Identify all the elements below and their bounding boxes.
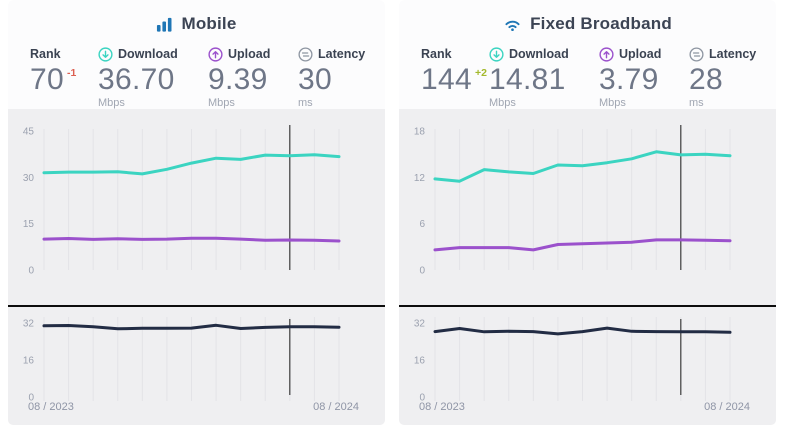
latency-unit: ms <box>298 96 313 109</box>
fixed-speed-history-chart[interactable]: 18 12 6 0 <box>399 109 776 305</box>
download-stat: Download 36.70 Mbps <box>98 46 208 109</box>
upload-stat: Upload 3.79 Mbps <box>599 46 689 109</box>
latency-stat: Latency 28 ms <box>689 46 776 109</box>
speedtest-results-page: Mobile Rank 70 -1 Download <box>8 0 776 425</box>
mobile-speed-history-chart[interactable]: 45 30 15 0 <box>8 109 385 305</box>
svg-text:0: 0 <box>419 392 425 403</box>
latency-value: 30 <box>298 63 332 96</box>
download-icon <box>489 46 504 62</box>
svg-text:08 / 2024: 08 / 2024 <box>704 401 750 413</box>
fixed-chart-area: 18 12 6 0 32 16 0 08 / 2023 08 / 2024 <box>399 109 776 425</box>
svg-text:16: 16 <box>23 355 35 366</box>
upload-label: Upload <box>228 47 271 61</box>
download-value: 14.81 <box>489 63 566 96</box>
rank-value: 144 <box>421 63 472 96</box>
panel-title: Mobile <box>181 14 237 33</box>
chart-separator <box>399 305 776 307</box>
upload-label: Upload <box>619 47 662 61</box>
svg-text:32: 32 <box>23 318 35 329</box>
rank-value: 70 <box>30 63 64 96</box>
svg-text:0: 0 <box>28 266 34 277</box>
svg-text:0: 0 <box>419 266 425 277</box>
svg-text:08 / 2024: 08 / 2024 <box>313 401 359 413</box>
download-label: Download <box>118 47 178 61</box>
fixed-latency-history-chart[interactable]: 32 16 008 / 2023 08 / 2024 <box>399 307 776 425</box>
svg-text:08 / 2023: 08 / 2023 <box>419 401 465 413</box>
svg-text:32: 32 <box>414 318 426 329</box>
rank-label: Rank <box>30 47 61 61</box>
svg-text:6: 6 <box>419 219 425 230</box>
mobile-panel-header: Mobile Rank 70 -1 Download <box>8 0 385 109</box>
upload-unit: Mbps <box>599 96 626 109</box>
latency-label: Latency <box>318 47 366 61</box>
latency-label: Latency <box>709 47 757 61</box>
upload-icon <box>599 46 614 62</box>
latency-stat: Latency 30 ms <box>298 46 385 109</box>
svg-text:18: 18 <box>414 127 426 138</box>
latency-icon <box>298 46 313 62</box>
rank-stat: Rank 70 -1 <box>30 46 98 109</box>
svg-text:12: 12 <box>414 173 426 184</box>
mobile-panel: Mobile Rank 70 -1 Download <box>8 0 385 425</box>
upload-value: 9.39 <box>208 63 268 96</box>
rank-label: Rank <box>421 47 452 61</box>
latency-value: 28 <box>689 63 723 96</box>
download-icon <box>98 46 113 62</box>
download-value: 36.70 <box>98 63 175 96</box>
mobile-latency-history-chart[interactable]: 32 16 008 / 2023 08 / 2024 <box>8 307 385 425</box>
download-label: Download <box>509 47 569 61</box>
svg-text:08 / 2023: 08 / 2023 <box>28 401 74 413</box>
svg-text:15: 15 <box>23 219 35 230</box>
upload-unit: Mbps <box>208 96 235 109</box>
download-unit: Mbps <box>489 96 516 109</box>
latency-unit: ms <box>689 96 704 109</box>
upload-icon <box>208 46 223 62</box>
svg-text:30: 30 <box>23 173 35 184</box>
fixed-broadband-panel: Fixed Broadband Rank 144 +2 Download <box>399 0 776 425</box>
svg-text:16: 16 <box>414 355 426 366</box>
svg-text:0: 0 <box>28 392 34 403</box>
download-stat: Download 14.81 Mbps <box>489 46 599 109</box>
panel-title: Fixed Broadband <box>530 14 672 33</box>
rank-change: +2 <box>474 67 487 79</box>
rank-stat: Rank 144 +2 <box>421 46 489 109</box>
svg-text:45: 45 <box>23 127 35 138</box>
signal-bars-icon <box>156 16 173 33</box>
mobile-chart-area: 45 30 15 0 32 16 0 08 / 2023 08 / 2024 <box>8 109 385 425</box>
rank-change: -1 <box>66 67 77 79</box>
fixed-panel-header: Fixed Broadband Rank 144 +2 Download <box>399 0 776 109</box>
wifi-icon <box>503 16 522 32</box>
download-unit: Mbps <box>98 96 125 109</box>
upload-value: 3.79 <box>599 63 659 96</box>
latency-icon <box>689 46 704 62</box>
chart-separator <box>8 305 385 307</box>
upload-stat: Upload 9.39 Mbps <box>208 46 298 109</box>
